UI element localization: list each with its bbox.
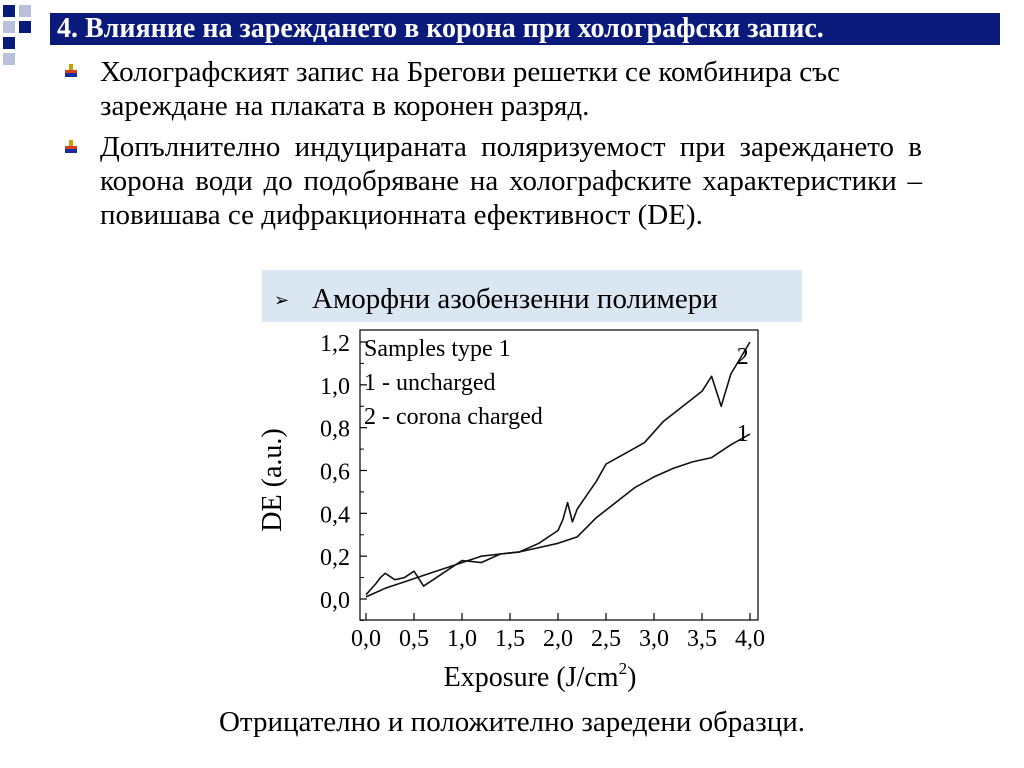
x-tick-label: 2,5 bbox=[591, 626, 621, 652]
x-axis-label: Exposure (J/cm2) bbox=[444, 659, 637, 693]
curve-label-1: 1 bbox=[737, 421, 749, 447]
series-line-1 bbox=[365, 433, 751, 598]
x-tick-label: 3,5 bbox=[687, 626, 717, 652]
decor-square bbox=[3, 21, 15, 33]
bullet-text: Допълнително индуцираната поляризуемост … bbox=[100, 131, 922, 231]
sub-bullet-highlight bbox=[262, 270, 802, 322]
bullet-icon bbox=[65, 140, 77, 153]
decor-square bbox=[3, 5, 15, 17]
y-tick-label: 0,0 bbox=[320, 588, 350, 614]
x-tick-label: 0,5 bbox=[399, 626, 429, 652]
plot-frame bbox=[359, 329, 759, 621]
curve-label-2: 2 bbox=[737, 344, 749, 370]
y-tick-label: 0,4 bbox=[320, 502, 350, 528]
x-tick-label: 4,0 bbox=[735, 626, 765, 652]
legend-entry: 2 - corona charged bbox=[364, 404, 543, 430]
x-tick-label: 3,0 bbox=[639, 626, 669, 652]
title-bar bbox=[50, 13, 1000, 45]
legend-entry: 1 - uncharged bbox=[364, 370, 496, 396]
line-chart: 0,0 0,2 0,4 0,6 0,8 1,0 1,2 0,0 0,5 1,0 1,5 2,0 2,5… bbox=[257, 329, 765, 693]
x-axis-label-sup: 2 bbox=[619, 659, 628, 678]
y-tick-label: 0,6 bbox=[320, 460, 350, 486]
bullet-text: Холографският запис на Брегови решетки с… bbox=[100, 56, 840, 122]
slide-title: 4. Влияние на зареждането в корона при х… bbox=[57, 13, 824, 44]
decor-square bbox=[3, 53, 15, 65]
y-axis-label: DE (a.u.) bbox=[257, 428, 288, 531]
y-tick-label: 0,8 bbox=[320, 417, 350, 443]
x-tick-label: 1,0 bbox=[447, 626, 477, 652]
x-axis-label-end: ) bbox=[627, 662, 636, 693]
x-tick-label: 2,0 bbox=[543, 626, 573, 652]
x-tick-label: 0,0 bbox=[351, 626, 381, 652]
decor-square bbox=[19, 5, 31, 17]
legend-entry: Samples type 1 bbox=[364, 336, 511, 362]
y-tick-label: 0,2 bbox=[320, 545, 350, 571]
decor-square bbox=[3, 37, 15, 49]
x-tick-label: 1,5 bbox=[495, 626, 525, 652]
sub-bullet-text: Аморфни азобензенни полимери bbox=[312, 283, 718, 315]
bullet-icon bbox=[65, 64, 77, 77]
decor-square bbox=[19, 21, 31, 33]
series-line-2 bbox=[365, 341, 751, 596]
arrow-bullet-icon: ➢ bbox=[274, 290, 290, 310]
slide-caption: Отрицателно и положително заредени образ… bbox=[218, 706, 806, 738]
y-tick-label: 1,0 bbox=[320, 374, 350, 400]
x-axis-label-main: Exposure (J/cm bbox=[444, 662, 619, 693]
y-tick-label: 1,2 bbox=[320, 331, 350, 357]
